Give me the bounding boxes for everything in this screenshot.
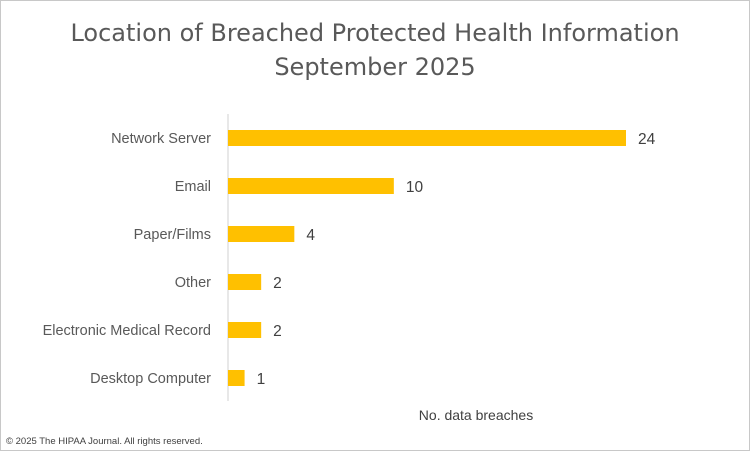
plot-area: Network Server 24 Email 10 Paper/Films 4 Other… <box>43 114 656 401</box>
category-label: Email <box>175 179 211 195</box>
data-label: 1 <box>257 371 266 388</box>
bar <box>228 130 626 146</box>
chart-title: Location of Breached Protected Health In… <box>70 19 680 47</box>
category-label: Network Server <box>111 131 211 147</box>
chart-title-block: Location of Breached Protected Health In… <box>0 16 750 84</box>
copyright-notice: © 2025 The HIPAA Journal. All rights res… <box>6 436 203 447</box>
category-label: Paper/Films <box>134 227 211 243</box>
bar <box>228 178 394 194</box>
data-label: 4 <box>306 227 315 244</box>
category-label: Desktop Computer <box>90 371 211 387</box>
chart-subtitle: September 2025 <box>274 53 476 81</box>
data-label: 2 <box>273 275 282 292</box>
data-label: 24 <box>638 131 656 148</box>
bar <box>228 322 262 338</box>
category-label: Electronic Medical Record <box>43 323 211 339</box>
bar <box>228 226 295 242</box>
x-axis-label: No. data breaches <box>419 407 533 423</box>
category-label: Other <box>175 275 211 291</box>
bar <box>228 370 245 386</box>
data-label: 10 <box>406 179 424 196</box>
data-label: 2 <box>273 323 282 340</box>
bar <box>228 274 262 290</box>
